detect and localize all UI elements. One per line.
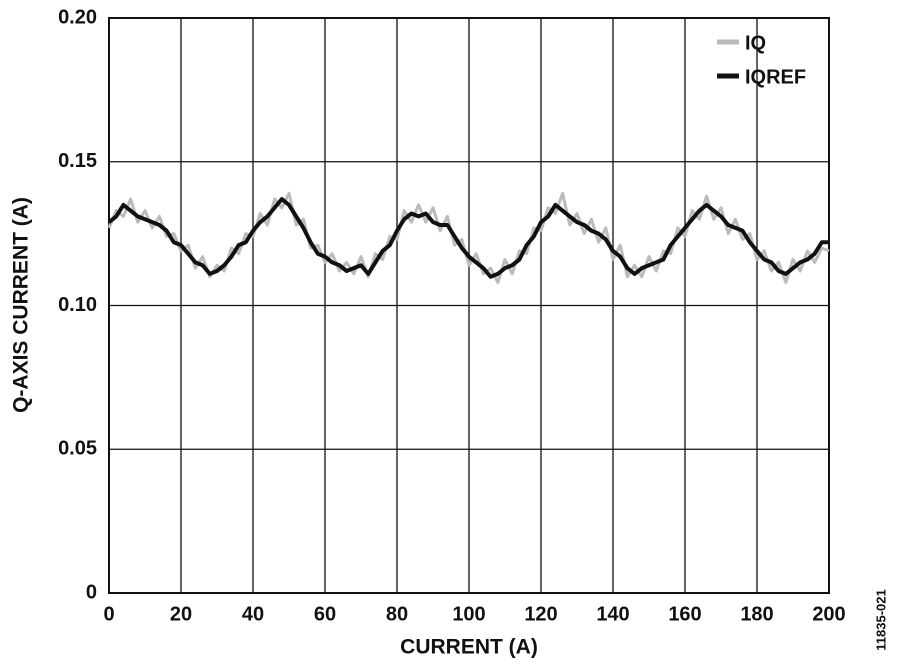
legend-label: IQREF	[745, 66, 806, 88]
x-tick-label: 140	[596, 603, 629, 625]
legend-label: IQ	[745, 32, 766, 54]
y-tick-label: 0.10	[58, 294, 97, 316]
x-tick-label: 100	[452, 603, 485, 625]
x-axis-title: CURRENT (A)	[400, 636, 538, 659]
y-axis-title: Q-AXIS CURRENT (A)	[10, 197, 33, 413]
x-tick-label: 0	[103, 603, 114, 625]
figure-id: 11835-021	[873, 589, 888, 650]
y-tick-label: 0.15	[58, 150, 97, 172]
plot-frame	[108, 17, 830, 594]
x-tick-label: 180	[740, 603, 773, 625]
x-tick-label: 60	[314, 603, 336, 625]
series-line	[107, 191, 830, 284]
x-tick-label: 80	[386, 603, 408, 625]
y-tick-label: 0.05	[58, 438, 97, 460]
x-tick-label: 20	[170, 603, 192, 625]
x-tick-label: 40	[242, 603, 264, 625]
y-tick-label: 0.20	[58, 6, 97, 28]
x-tick-label: 200	[812, 603, 845, 625]
y-tick-label: 0	[86, 581, 97, 603]
x-tick-label: 160	[668, 603, 701, 625]
x-tick-label: 120	[524, 603, 557, 625]
series-line	[107, 197, 829, 279]
